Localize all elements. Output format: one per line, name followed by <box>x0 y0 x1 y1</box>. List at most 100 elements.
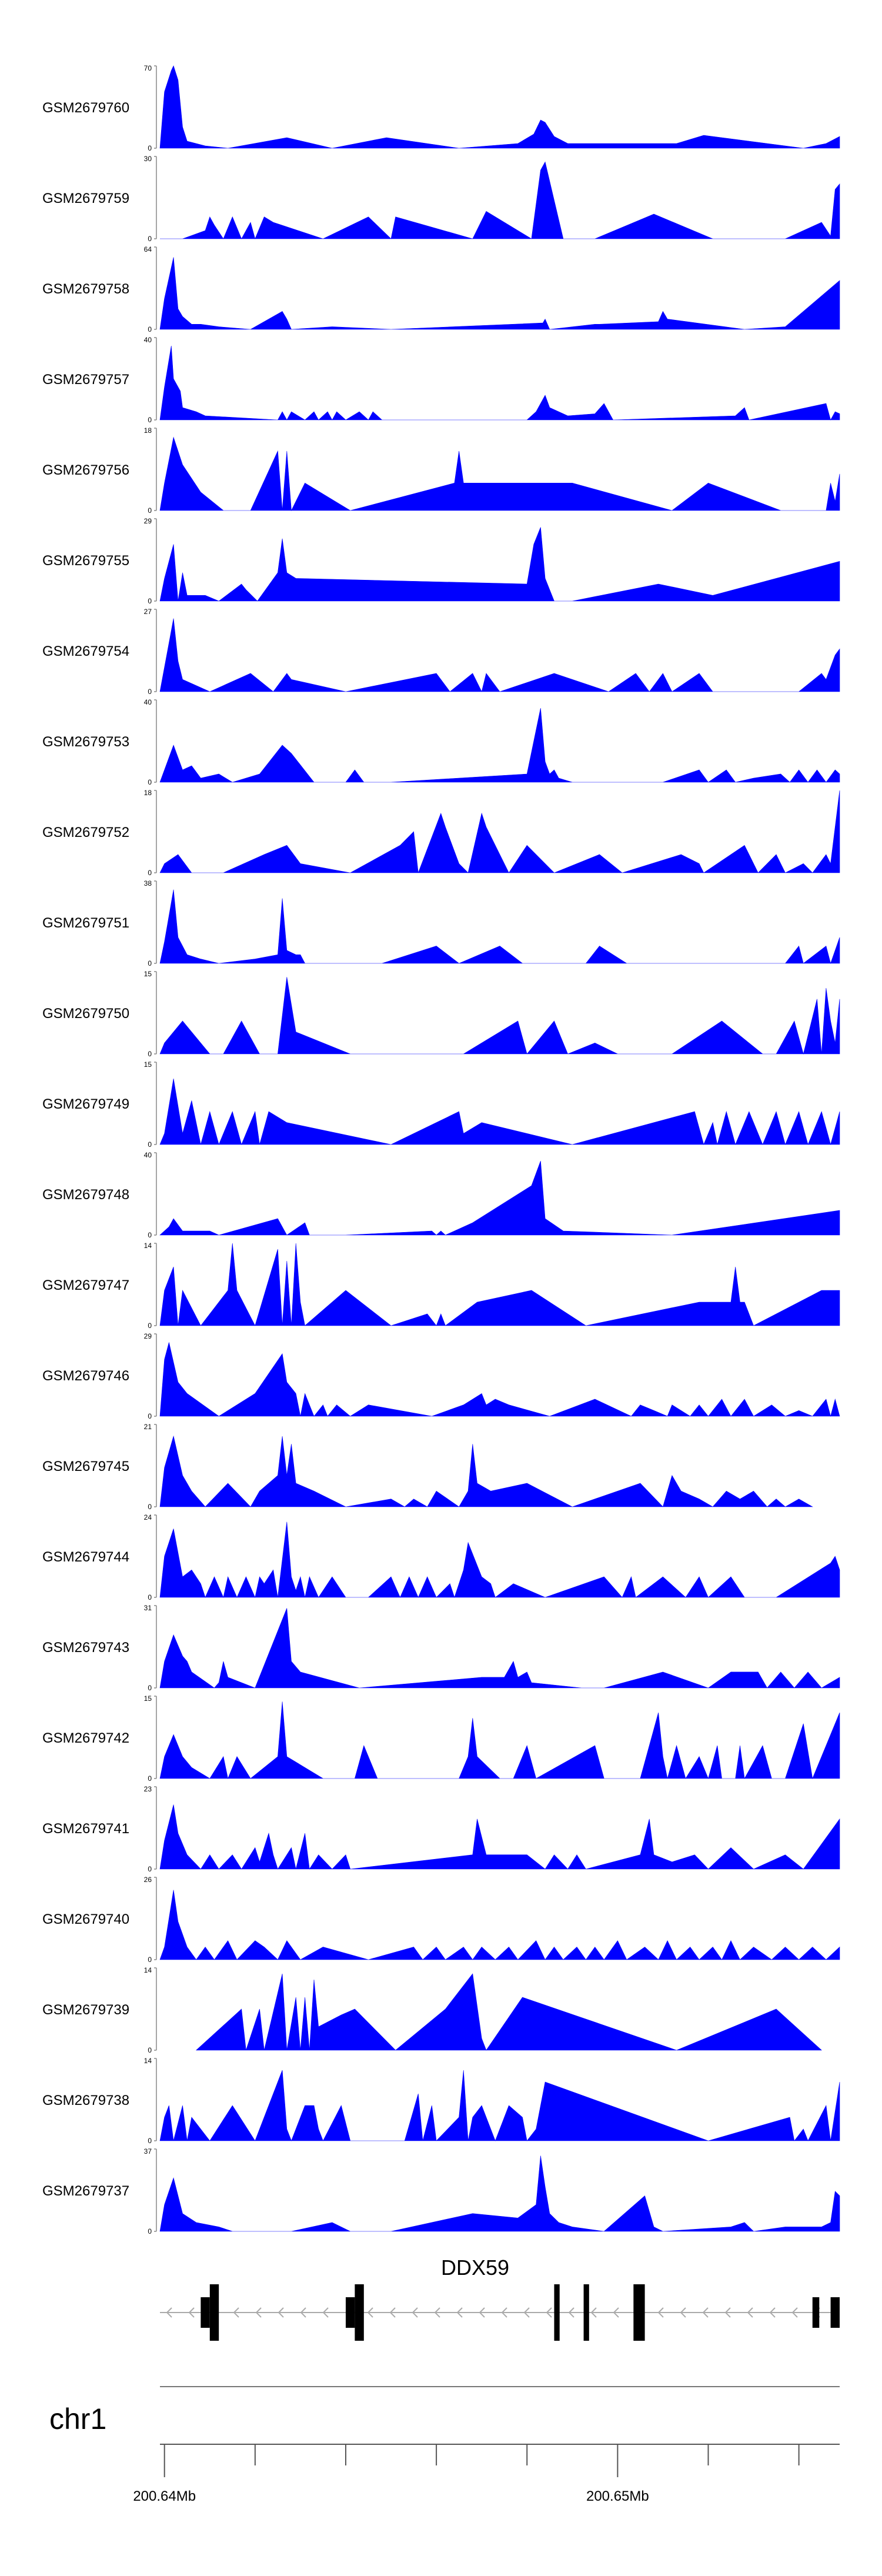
track-label: GSM2679755 <box>42 553 129 569</box>
y-axis-max-label: 37 <box>144 2147 152 2155</box>
y-axis-max-label: 40 <box>144 1151 152 1159</box>
y-axis-min-label: 0 <box>148 235 152 243</box>
y-axis-max-label: 40 <box>144 336 152 344</box>
y-axis-min-label: 0 <box>148 2227 152 2235</box>
strand-arrow <box>523 2307 530 2318</box>
track-label: GSM2679754 <box>42 643 129 659</box>
y-axis-min-label: 0 <box>148 1956 152 1964</box>
signal-area <box>159 1608 840 1689</box>
y-axis-max-label: 15 <box>144 970 152 978</box>
track-GSM2679755: GSM2679755 29 0 <box>42 517 840 605</box>
y-axis-min-label: 0 <box>148 144 152 152</box>
y-axis-min-label: 0 <box>148 325 152 333</box>
track-GSM2679741: GSM2679741 23 0 <box>42 1785 840 1873</box>
exon <box>201 2297 210 2328</box>
track-GSM2679749: GSM2679749 15 0 <box>42 1060 840 1149</box>
y-axis-min-label: 0 <box>148 597 152 605</box>
signal-area <box>159 257 840 330</box>
axis-ticks: 200.64Mb 200.65Mb <box>133 2444 800 2504</box>
track-label: GSM2679750 <box>42 1006 129 1022</box>
y-axis-min-label: 0 <box>148 1231 152 1239</box>
track-GSM2679737: GSM2679737 37 0 <box>42 2147 840 2235</box>
track-GSM2679744: GSM2679744 24 0 <box>42 1513 840 1601</box>
y-axis-min-label: 0 <box>148 1412 152 1420</box>
track-GSM2679745: GSM2679745 21 0 <box>42 1423 813 1511</box>
strand-arrow <box>680 2307 686 2318</box>
genomic-axis: 200.64Mb 200.65Mb <box>133 2444 840 2504</box>
gene-label: DDX59 <box>441 2255 509 2280</box>
track-label: GSM2679742 <box>42 1730 129 1746</box>
track-GSM2679738: GSM2679738 14 0 <box>42 2057 840 2145</box>
y-axis-min-label: 0 <box>148 1774 152 1783</box>
y-axis-min-label: 0 <box>148 869 152 877</box>
signal-area <box>159 436 840 512</box>
y-axis-max-label: 29 <box>144 1332 152 1340</box>
strand-arrow <box>278 2307 284 2318</box>
strand-arrow <box>479 2307 485 2318</box>
signal-area <box>159 65 840 149</box>
y-axis-max-label: 18 <box>144 426 152 435</box>
y-axis-max-label: 30 <box>144 155 152 163</box>
track-GSM2679757: GSM2679757 40 0 <box>42 336 840 424</box>
signal-area <box>159 527 840 602</box>
y-axis-min-label: 0 <box>148 1593 152 1601</box>
strand-arrow <box>412 2307 418 2318</box>
strand-arrow <box>300 2307 306 2318</box>
y-axis-min-label: 0 <box>148 1503 152 1511</box>
y-axis-max-label: 15 <box>144 1694 152 1703</box>
exon <box>583 2284 589 2341</box>
y-axis-max-label: 29 <box>144 517 152 525</box>
y-axis-min-label: 0 <box>148 2046 152 2054</box>
track-GSM2679750: GSM2679750 15 0 <box>42 970 840 1058</box>
y-axis-max-label: 70 <box>144 64 152 72</box>
axis-tick-label: 200.65Mb <box>586 2488 649 2504</box>
track-label: GSM2679737 <box>42 2183 129 2199</box>
strand-arrow <box>546 2307 552 2318</box>
y-axis-min-label: 0 <box>148 1684 152 1692</box>
y-axis-min-label: 0 <box>148 2137 152 2145</box>
signal-area <box>159 345 840 421</box>
exon <box>209 2284 219 2341</box>
track-label: GSM2679759 <box>42 191 129 206</box>
strand-arrow <box>657 2307 664 2318</box>
y-axis-max-label: 21 <box>144 1423 152 1431</box>
track-GSM2679759: GSM2679759 30 0 <box>42 155 840 243</box>
signal-area <box>159 1243 840 1326</box>
strand-arrow <box>769 2307 776 2318</box>
gene-exons <box>201 2284 840 2341</box>
track-GSM2679753: GSM2679753 40 0 <box>42 698 840 786</box>
y-axis-min-label: 0 <box>148 1140 152 1149</box>
track-label: GSM2679743 <box>42 1640 129 1656</box>
signal-area <box>159 1160 840 1236</box>
y-axis-max-label: 31 <box>144 1604 152 1612</box>
signal-area <box>159 889 840 965</box>
exon <box>554 2284 560 2341</box>
track-GSM2679747: GSM2679747 14 0 <box>42 1242 840 1330</box>
y-axis-min-label: 0 <box>148 1050 152 1058</box>
track-GSM2679742: GSM2679742 15 0 <box>42 1694 840 1783</box>
exon <box>812 2297 820 2328</box>
y-axis-max-label: 27 <box>144 608 152 616</box>
gene-annotation-track: DDX59 <box>160 2255 840 2341</box>
exon <box>355 2284 364 2341</box>
track-GSM2679740: GSM2679740 26 0 <box>42 1876 840 1964</box>
signal-area <box>195 1973 822 2051</box>
axis-tick-label: 200.64Mb <box>133 2488 196 2504</box>
strand-arrow <box>434 2307 440 2318</box>
y-axis-max-label: 15 <box>144 1060 152 1069</box>
signal-area <box>159 1342 840 1417</box>
track-GSM2679752: GSM2679752 18 0 <box>42 789 840 877</box>
track-label: GSM2679760 <box>42 100 129 116</box>
signal-area <box>159 1890 840 1960</box>
track-label: GSM2679758 <box>42 281 129 297</box>
track-GSM2679739: GSM2679739 14 0 <box>42 1966 822 2054</box>
strand-arrow <box>590 2307 597 2318</box>
exon <box>345 2297 355 2328</box>
strand-arrow <box>367 2307 373 2318</box>
y-axis-max-label: 40 <box>144 698 152 706</box>
signal-area <box>159 1078 840 1146</box>
track-label: GSM2679753 <box>42 734 129 750</box>
track-label: GSM2679752 <box>42 825 129 840</box>
signal-area <box>159 1521 840 1598</box>
strand-arrow <box>791 2307 798 2318</box>
